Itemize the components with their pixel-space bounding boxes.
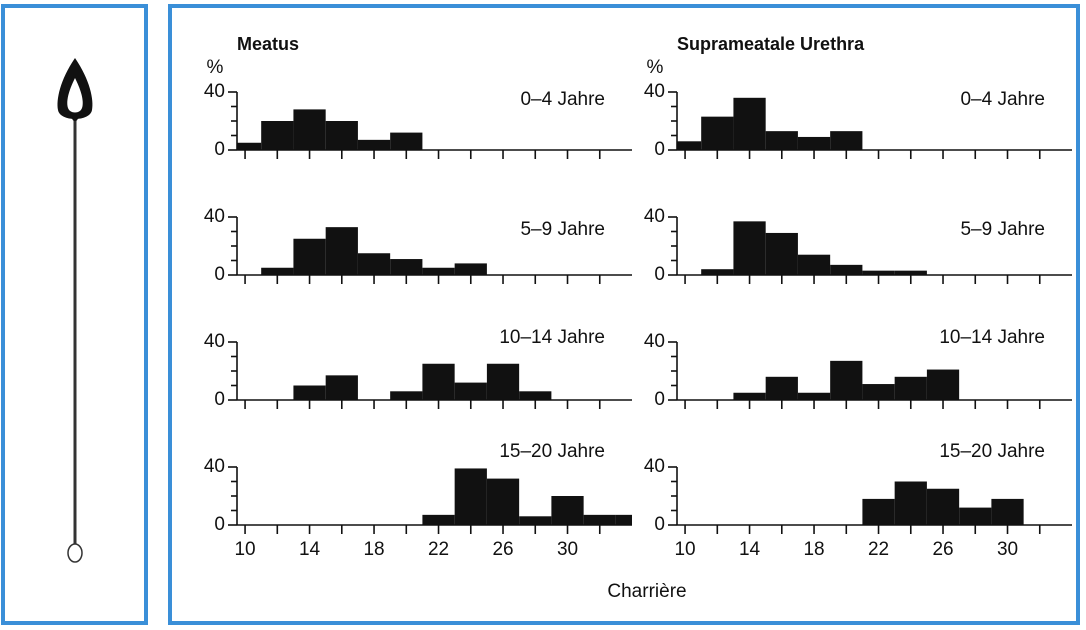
bar <box>454 263 487 275</box>
bar <box>325 227 358 275</box>
bar <box>237 142 262 150</box>
bar <box>959 507 992 525</box>
bar <box>390 391 423 400</box>
x-tick-label: 22 <box>868 539 889 560</box>
bar <box>765 376 798 400</box>
panel-label: 15–20 Jahre <box>939 441 1045 462</box>
y-tick-label: 0 <box>654 514 665 535</box>
bar <box>551 496 584 525</box>
bar <box>325 375 358 400</box>
bar <box>733 392 766 400</box>
bar <box>991 498 1024 525</box>
bar <box>862 270 895 275</box>
bar <box>357 253 391 275</box>
bar <box>454 382 487 400</box>
bar <box>325 121 358 150</box>
y-tick-label: 0 <box>214 139 225 160</box>
bar <box>583 514 616 525</box>
y-tick-label: 0 <box>654 389 665 410</box>
panel-label: 0–4 Jahre <box>520 89 605 110</box>
bar <box>894 481 927 525</box>
bar <box>422 267 455 275</box>
bar <box>765 131 798 150</box>
x-tick-label: 14 <box>299 539 321 560</box>
x-tick-label: 30 <box>557 539 578 560</box>
chart-frame <box>168 4 1080 625</box>
y-tick-label: 0 <box>654 139 665 160</box>
bar <box>862 498 895 525</box>
y-tick-label: 40 <box>644 81 665 102</box>
bar <box>357 139 391 150</box>
x-tick-label: 18 <box>363 539 384 560</box>
y-tick-label: 0 <box>214 389 225 410</box>
x-tick-label: 10 <box>674 539 695 560</box>
bar <box>797 392 831 400</box>
panel-title: Meatus <box>237 34 299 54</box>
x-tick-label: 14 <box>739 539 761 560</box>
x-tick-label: 22 <box>428 539 449 560</box>
instrument-frame <box>1 4 148 625</box>
bar <box>519 391 552 400</box>
x-axis-label: Charrière <box>607 581 686 602</box>
bar <box>701 116 734 150</box>
y-tick-label: 40 <box>204 456 225 477</box>
bar <box>765 232 798 275</box>
y-axis-label: % <box>647 57 664 78</box>
bar <box>862 384 895 400</box>
bar <box>261 267 294 275</box>
bar <box>701 269 734 275</box>
bar <box>733 221 766 275</box>
y-tick-label: 0 <box>654 264 665 285</box>
y-tick-label: 40 <box>204 81 225 102</box>
bar <box>615 514 632 525</box>
x-tick-label: 18 <box>803 539 824 560</box>
panel-label: 10–14 Jahre <box>499 327 605 348</box>
x-tick-label: 30 <box>997 539 1018 560</box>
x-tick-label: 26 <box>932 539 953 560</box>
bar <box>390 259 423 275</box>
bar <box>390 132 423 150</box>
bar <box>830 264 863 275</box>
x-tick-label: 10 <box>234 539 255 560</box>
bar <box>830 131 863 150</box>
bar <box>926 488 960 525</box>
bar <box>926 369 960 400</box>
panel-label: 10–14 Jahre <box>939 327 1045 348</box>
bar <box>293 238 326 275</box>
y-tick-label: 0 <box>214 264 225 285</box>
y-tick-label: 0 <box>214 514 225 535</box>
y-tick-label: 40 <box>644 206 665 227</box>
y-axis-label: % <box>207 57 224 78</box>
bar <box>293 385 326 400</box>
x-tick-label: 26 <box>492 539 513 560</box>
panel-title: Suprameatale Urethra <box>677 34 865 54</box>
bar <box>677 141 702 150</box>
bar <box>519 516 552 525</box>
panel-label: 0–4 Jahre <box>960 89 1045 110</box>
bar <box>894 376 927 400</box>
bougie-instrument <box>57 58 93 563</box>
bar <box>293 109 326 150</box>
bar <box>486 478 520 525</box>
bar <box>454 468 487 525</box>
y-tick-label: 40 <box>204 206 225 227</box>
y-tick-label: 40 <box>204 331 225 352</box>
bar <box>894 270 927 275</box>
bar <box>422 514 455 525</box>
bar <box>797 254 831 275</box>
y-tick-label: 40 <box>644 456 665 477</box>
bar <box>733 97 766 150</box>
bar <box>830 360 863 400</box>
bar <box>797 136 831 150</box>
panel-label: 5–9 Jahre <box>520 219 605 240</box>
panel-label: 15–20 Jahre <box>499 441 605 462</box>
panel-label: 5–9 Jahre <box>960 219 1045 240</box>
y-tick-label: 40 <box>644 331 665 352</box>
bar <box>486 363 520 400</box>
bar <box>422 363 455 400</box>
bar <box>261 121 294 150</box>
